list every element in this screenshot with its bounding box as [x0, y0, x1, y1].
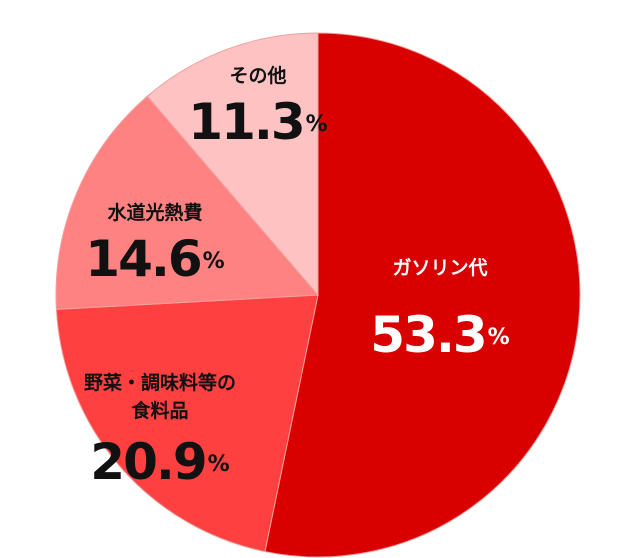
value-number: 20.9 — [90, 433, 205, 491]
slice-label: ガソリン代 — [392, 257, 487, 279]
value-number: 11.3 — [188, 93, 303, 151]
pie-slice — [264, 32, 581, 558]
value-unit: % — [203, 249, 225, 274]
value-label: 14.6% — [85, 230, 224, 288]
value-label: 20.9% — [90, 433, 229, 491]
slice-label-line: ガソリン代 — [392, 257, 487, 279]
value-label: 53.3% — [370, 306, 509, 364]
slice-label-line: 野菜・調味料等の — [84, 371, 236, 394]
slice-label-line: その他 — [229, 64, 286, 87]
value-unit: % — [306, 112, 328, 137]
value-unit: % — [208, 452, 230, 477]
slice-label: 水道光熱費 — [107, 201, 202, 224]
value-number: 53.3 — [370, 306, 485, 364]
value-label: 11.3% — [188, 93, 327, 151]
slice-label: その他 — [229, 64, 286, 87]
slice-label-line: 水道光熱費 — [107, 201, 202, 224]
pie-slice — [55, 95, 320, 310]
value-number: 14.6 — [85, 230, 201, 288]
slice-label: 野菜・調味料等の食料品 — [84, 371, 236, 422]
value-unit: % — [488, 325, 510, 350]
pie-slice — [146, 32, 319, 297]
pie-slice — [55, 294, 319, 553]
slice-label-line: 食料品 — [131, 399, 188, 422]
